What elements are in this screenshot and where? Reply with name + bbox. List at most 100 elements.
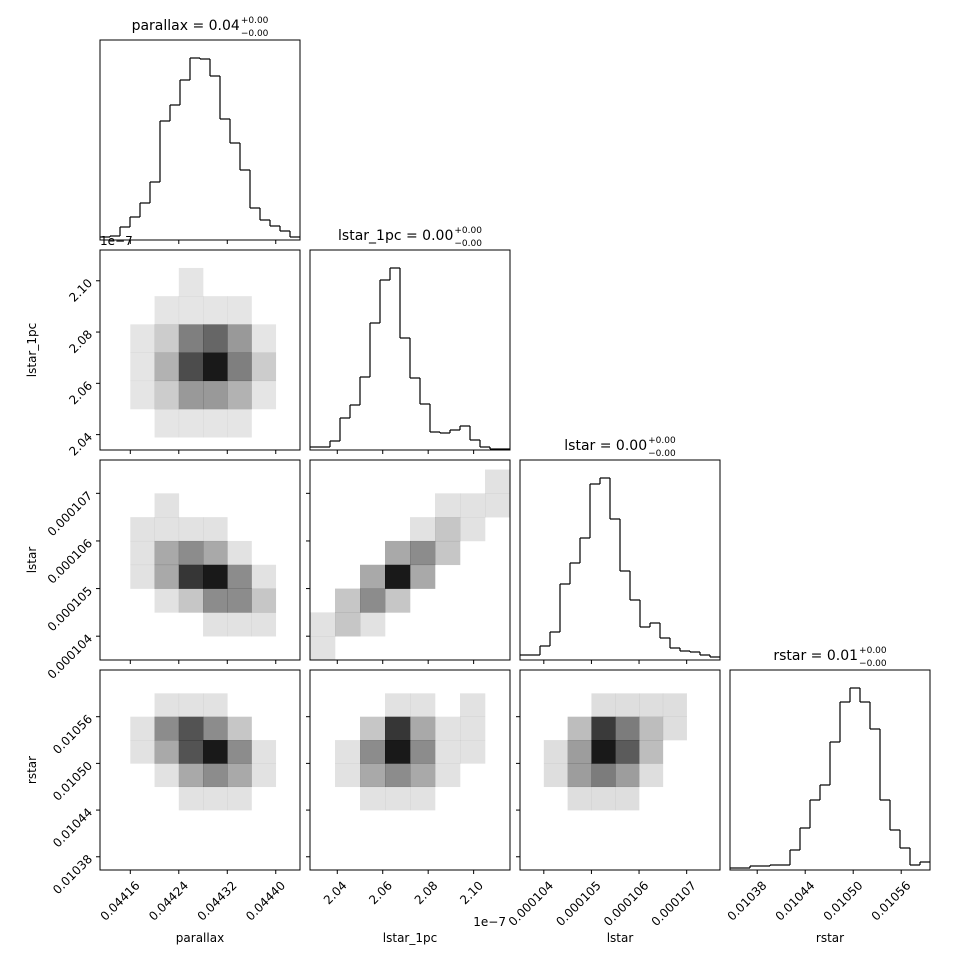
density-cell xyxy=(276,810,301,834)
density-cell xyxy=(591,716,616,741)
density-cell xyxy=(252,296,277,325)
density-cell xyxy=(410,810,435,834)
density-cell xyxy=(310,810,335,834)
axes-frame xyxy=(519,669,721,871)
density-cell xyxy=(178,693,204,717)
density-cell xyxy=(485,469,510,494)
density-cell xyxy=(276,636,301,660)
density-cell xyxy=(227,786,252,811)
panel xyxy=(106,267,301,438)
density-cell xyxy=(385,716,411,741)
density-cell xyxy=(106,470,131,494)
density-cell xyxy=(106,324,131,353)
density-cell xyxy=(460,740,486,764)
density-cell xyxy=(310,541,335,565)
density-cell xyxy=(310,636,336,660)
density-cell xyxy=(154,588,180,613)
density-cell xyxy=(663,740,687,764)
density-cell xyxy=(385,763,411,788)
density-cell xyxy=(106,810,131,834)
density-cell xyxy=(615,716,640,741)
density-cell xyxy=(203,693,228,717)
panel xyxy=(106,693,301,857)
density-cell xyxy=(385,540,411,566)
density-cell xyxy=(252,470,277,494)
density-cell xyxy=(179,470,204,494)
density-cell xyxy=(460,833,485,857)
panel-title: rstar = 0.01 xyxy=(773,648,858,664)
density-cell xyxy=(179,833,204,857)
density-cell xyxy=(178,716,204,741)
density-cell xyxy=(662,716,687,741)
density-cell xyxy=(251,612,277,637)
density-cell xyxy=(130,612,155,636)
density-cell xyxy=(155,787,180,811)
density-cell xyxy=(591,786,616,811)
panel xyxy=(310,693,486,857)
density-cell xyxy=(154,324,180,353)
density-cell xyxy=(687,787,711,811)
density-cell xyxy=(385,493,410,517)
density-cell xyxy=(130,493,155,517)
y-offset-label: 1e−7 xyxy=(100,234,133,248)
density-cell xyxy=(227,716,252,741)
density-cell xyxy=(639,740,664,764)
density-cell xyxy=(615,810,639,834)
density-cell xyxy=(203,833,228,857)
density-cell xyxy=(460,763,485,787)
density-cell xyxy=(178,380,204,410)
density-cell xyxy=(435,612,460,636)
density-cell xyxy=(360,740,386,764)
density-cell xyxy=(179,810,204,834)
density-cell xyxy=(385,786,411,811)
density-cell xyxy=(130,564,155,589)
density-cell xyxy=(276,787,301,811)
density-cell xyxy=(130,352,155,382)
density-cell xyxy=(385,810,410,834)
density-cell xyxy=(106,636,131,660)
density-cell xyxy=(544,717,568,741)
density-cell xyxy=(106,763,131,787)
density-cell xyxy=(252,409,277,438)
density-cell xyxy=(615,786,640,811)
axes-frame xyxy=(309,669,511,871)
density-cell xyxy=(154,540,180,566)
density-cell xyxy=(154,517,180,542)
density-cell xyxy=(568,693,592,717)
density-cell xyxy=(227,693,252,717)
density-cell xyxy=(460,693,486,717)
density-cell xyxy=(178,517,204,542)
density-cell xyxy=(276,470,301,494)
density-cell xyxy=(106,693,131,717)
y-axis-label: rstar xyxy=(25,756,39,784)
density-cell xyxy=(203,763,228,788)
panel xyxy=(106,470,301,660)
density-cell xyxy=(410,470,435,494)
density-cell xyxy=(178,763,204,788)
density-cell xyxy=(154,716,180,741)
density-cell xyxy=(178,408,204,438)
density-cell xyxy=(435,740,461,764)
density-cell xyxy=(203,324,228,353)
density-cell xyxy=(544,787,568,811)
density-cell xyxy=(106,409,131,438)
density-cell xyxy=(276,833,301,857)
density-cell xyxy=(251,352,277,382)
density-cell xyxy=(276,381,301,410)
density-cell xyxy=(227,470,252,494)
title-lower: −0.00 xyxy=(454,239,482,249)
density-cell xyxy=(567,763,592,788)
density-cell xyxy=(310,833,335,857)
density-cell xyxy=(154,493,180,518)
density-cell xyxy=(567,716,592,741)
density-cell xyxy=(335,787,360,811)
density-cell xyxy=(520,717,544,741)
density-cell xyxy=(335,636,360,660)
density-cell xyxy=(410,716,436,741)
density-cell xyxy=(485,517,510,541)
density-cell xyxy=(591,833,615,857)
density-cell xyxy=(335,717,360,741)
panel xyxy=(520,693,711,857)
density-cell xyxy=(227,380,252,410)
density-cell xyxy=(410,612,435,636)
